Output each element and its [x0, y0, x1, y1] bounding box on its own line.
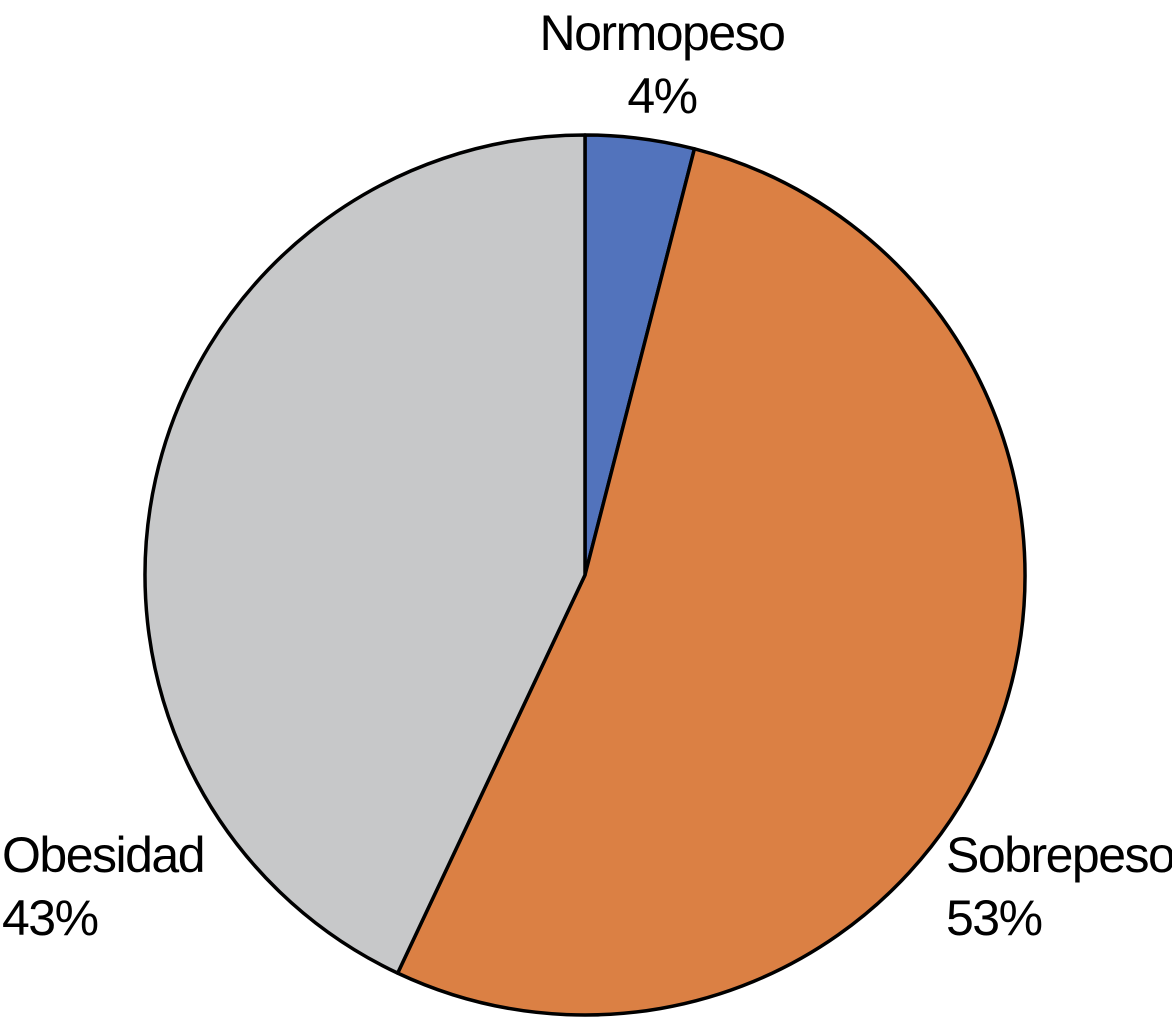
slice-label-sobrepeso-name: Sobrepeso	[946, 827, 1172, 883]
pie-slice-sobrepeso	[395, 147, 1027, 1017]
slice-label-obesidad: Obesidad 43%	[2, 824, 206, 950]
slice-label-normopeso-name: Normopeso	[539, 5, 786, 61]
slice-label-obesidad-name: Obesidad	[2, 827, 206, 883]
slice-label-normopeso-value: 4%	[627, 68, 698, 124]
slice-label-obesidad-value: 43%	[2, 890, 99, 946]
pie-slice-obesidad	[143, 133, 587, 975]
slice-label-sobrepeso: Sobrepeso 53%	[946, 824, 1172, 950]
slice-label-sobrepeso-value: 53%	[946, 890, 1043, 946]
slice-label-normopeso: Normopeso 4%	[452, 2, 872, 128]
